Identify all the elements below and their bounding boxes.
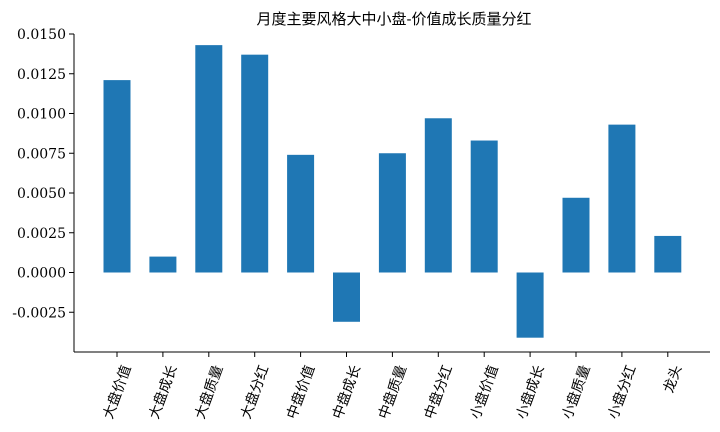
- bar-大盘价值: [103, 80, 131, 273]
- x-tick-label: 龙头: [661, 363, 686, 395]
- bar-小盘价值: [470, 140, 498, 273]
- x-tick-label: 小盘分红: [605, 363, 640, 421]
- x-tick-label: 大盘价值: [100, 363, 135, 421]
- bar-小盘质量: [562, 197, 590, 273]
- x-tick-label: 中盘成长: [329, 363, 364, 421]
- x-tick-label: 大盘质量: [191, 363, 226, 421]
- y-axis-ticks: -0.0025 0.0000 0.0025 0.0050 0.0075 0.0100 0.0…: [12, 27, 74, 321]
- y-tick-label: 0.0125: [17, 67, 66, 83]
- y-tick-label: 0.0000: [17, 266, 66, 282]
- bar-大盘分红: [241, 54, 269, 273]
- chart-title: 月度主要风格大中小盘-价值成长质量分红: [256, 10, 531, 28]
- bar-小盘分红: [608, 124, 636, 273]
- bar-中盘价值: [287, 154, 315, 273]
- y-tick-label: 0.0075: [17, 146, 66, 162]
- bar-中盘质量: [378, 153, 406, 273]
- bar-小盘成长: [516, 272, 544, 338]
- x-tick-label: 小盘质量: [559, 363, 594, 421]
- y-tick-label: 0.0150: [17, 27, 66, 43]
- x-tick-label: 中盘价值: [283, 363, 318, 421]
- x-tick-label: 小盘价值: [467, 363, 502, 421]
- y-tick-label: 0.0100: [17, 107, 66, 123]
- y-tick-label: -0.0025: [12, 305, 66, 321]
- bar-中盘成长: [333, 272, 360, 322]
- x-axis-ticks: 大盘价值 大盘成长 大盘质量 大盘分红 中盘价值 中盘成长 中盘质量 中盘分红 小盘价值 小盘成长…: [100, 352, 686, 421]
- x-tick-label: 小盘成长: [513, 363, 548, 421]
- bar-中盘分红: [424, 118, 452, 273]
- bars-group: [103, 45, 682, 338]
- x-tick-label: 中盘分红: [421, 363, 456, 421]
- x-tick-label: 大盘分红: [237, 363, 272, 421]
- bar-大盘质量: [195, 45, 223, 273]
- bar-大盘成长: [149, 256, 177, 273]
- x-tick-label: 中盘质量: [375, 363, 410, 421]
- y-tick-label: 0.0050: [17, 186, 66, 202]
- x-tick-label: 大盘成长: [146, 363, 181, 421]
- y-tick-label: 0.0025: [17, 226, 66, 242]
- bar-龙头: [654, 235, 682, 273]
